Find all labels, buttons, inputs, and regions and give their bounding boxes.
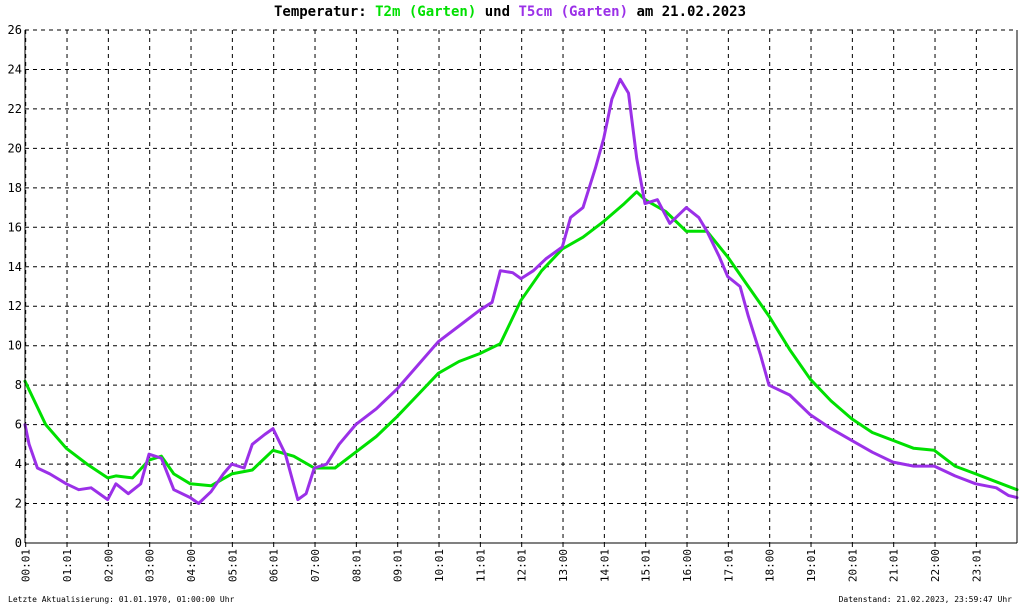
x-tick-label: 01:01 (61, 549, 74, 582)
x-tick-label: 04:00 (185, 549, 198, 582)
chart-title: Temperatur: T2m (Garten) und T5cm (Garte… (0, 4, 1020, 20)
x-tick-label: 23:01 (970, 549, 983, 582)
series-layer (23, 77, 1019, 505)
y-tick-label: 12 (8, 299, 22, 313)
axis-layer (24, 30, 1018, 547)
x-tick-label: 03:00 (144, 549, 157, 582)
x-tick-label: 22:00 (929, 549, 942, 582)
title-suffix: am 21.02.2023 (628, 4, 747, 20)
x-tick-label: 02:00 (102, 549, 115, 582)
x-tick-label: 21:01 (888, 549, 901, 582)
x-tick-label: 20:01 (846, 549, 859, 582)
x-tick-label: 11:01 (474, 549, 487, 582)
x-tick-label: 09:01 (392, 549, 405, 582)
y-tick-label: 2 (15, 497, 22, 511)
title-series2: T5cm (Garten) (518, 4, 629, 20)
y-tick-label: 0 (15, 536, 22, 550)
y-tick-label: 8 (15, 378, 22, 392)
x-tick-label: 19:01 (805, 549, 818, 582)
footer-data-status: Datenstand: 21.02.2023, 23:59:47 Uhr (838, 595, 1012, 604)
title-series1: T2m (Garten) (375, 4, 477, 20)
y-tick-label: 4 (15, 457, 22, 471)
footer-last-update: Letzte Aktualisierung: 01.01.1970, 01:00… (8, 595, 235, 604)
x-tick-label: 15:01 (640, 549, 653, 582)
x-tick-label: 13:00 (557, 549, 570, 582)
t5cm-series-line (23, 77, 1019, 505)
y-tick-label: 6 (15, 418, 22, 432)
x-tick-label: 14:01 (598, 549, 611, 582)
x-tick-label: 08:01 (350, 549, 363, 582)
x-tick-label: 06:01 (268, 549, 281, 582)
x-tick-label: 18:00 (764, 549, 777, 582)
title-mid: und (476, 4, 519, 20)
y-tick-label: 24 (8, 62, 22, 76)
title-prefix: Temperatur: (273, 4, 376, 20)
y-tick-label: 20 (8, 141, 22, 155)
x-tick-label: 17:01 (722, 549, 735, 582)
y-tick-label: 26 (8, 23, 22, 37)
x-tick-label: 12:01 (516, 549, 529, 582)
y-tick-label: 22 (8, 102, 22, 116)
x-tick-label: 10:01 (433, 549, 446, 582)
y-tick-label: 10 (8, 339, 22, 353)
x-tick-label: 16:00 (681, 549, 694, 582)
x-tick-label: 00:01 (20, 549, 33, 582)
y-tick-label: 18 (8, 181, 22, 195)
x-tick-label: 05:01 (226, 549, 239, 582)
y-tick-label: 14 (8, 260, 22, 274)
grid-layer (25, 29, 1017, 543)
x-tick-label: 07:00 (309, 549, 322, 582)
t2m-series-line (23, 190, 1019, 492)
y-tick-label: 16 (8, 220, 22, 234)
